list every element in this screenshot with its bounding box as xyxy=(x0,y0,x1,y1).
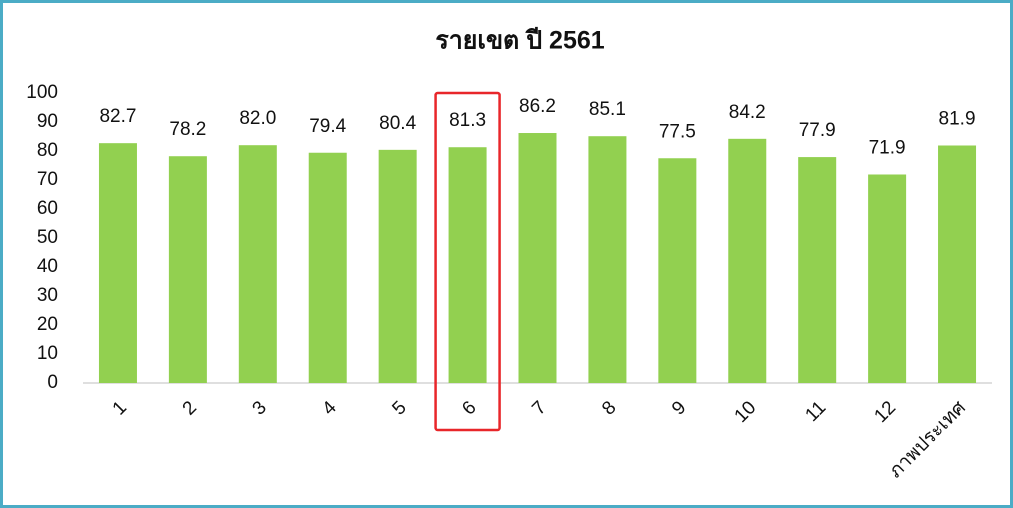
bar xyxy=(868,174,907,383)
y-tick-label: 20 xyxy=(37,314,58,335)
data-label: 81.9 xyxy=(939,109,976,130)
y-tick-label: 60 xyxy=(37,198,58,219)
data-label: 78.2 xyxy=(169,119,206,140)
data-label: 77.5 xyxy=(659,121,696,142)
highlight-box xyxy=(434,91,501,432)
y-tick-label: 80 xyxy=(37,140,58,161)
bar xyxy=(168,156,207,383)
data-label: 86.2 xyxy=(519,96,556,117)
y-tick-label: 10 xyxy=(37,343,58,364)
data-label: 85.1 xyxy=(589,99,626,120)
y-tick-label: 40 xyxy=(37,256,58,277)
bar xyxy=(728,138,767,383)
bar xyxy=(308,152,347,383)
bar xyxy=(378,149,417,383)
data-label: 80.4 xyxy=(379,113,416,134)
bar xyxy=(448,147,487,383)
bar xyxy=(798,157,837,383)
data-label: 81.3 xyxy=(449,110,486,131)
y-tick-label: 100 xyxy=(26,82,58,103)
data-label: 71.9 xyxy=(869,138,906,159)
data-label: 84.2 xyxy=(729,102,766,123)
y-tick-label: 30 xyxy=(37,285,58,306)
bar xyxy=(938,145,977,383)
y-tick-label: 70 xyxy=(37,169,58,190)
bar xyxy=(518,133,557,383)
bar xyxy=(98,143,137,383)
data-label: 82.0 xyxy=(239,108,276,129)
bar xyxy=(658,158,697,383)
data-label: 79.4 xyxy=(309,116,346,137)
y-tick-label: 90 xyxy=(37,111,58,132)
bar xyxy=(588,136,627,383)
data-label: 82.7 xyxy=(99,106,136,127)
chart-title: รายเขต ปี 2561 xyxy=(435,27,604,55)
y-tick-label: 50 xyxy=(37,227,58,248)
data-label: 77.9 xyxy=(799,120,836,141)
y-tick-label: 0 xyxy=(47,372,58,393)
bar xyxy=(238,145,277,383)
